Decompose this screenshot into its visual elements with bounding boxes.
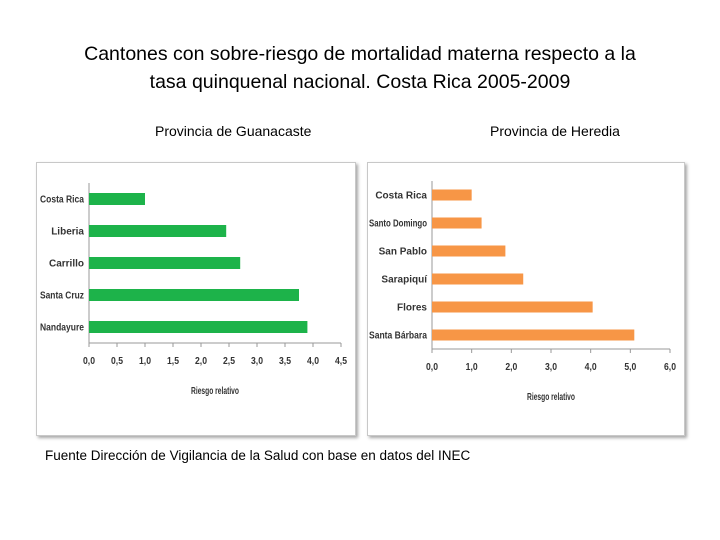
- guanacaste-chart-title: Provincia de Guanacaste: [155, 123, 312, 139]
- guanacaste-x-tick-label: 0,0: [83, 356, 95, 367]
- heredia-chart: Costa Rica Santo Domingo San Pablo Sarapiqu…: [369, 181, 676, 403]
- heredia-bar-santa-barbara: [432, 329, 635, 341]
- guanacaste-category-label-costa-rica: Costa Rica: [40, 195, 84, 206]
- guanacaste-x-tick-label: 2,5: [223, 356, 235, 367]
- heredia-x-axis-label: Riesgo relativo: [527, 392, 575, 403]
- heredia-category-label-san-pablo: San Pablo: [379, 247, 427, 258]
- heredia-x-tick-label: 5,0: [624, 362, 636, 373]
- title-line-2: tasa quinquenal nacional. Costa Rica 200…: [149, 71, 571, 93]
- guanacaste-bar-liberia: [89, 225, 227, 237]
- heredia-bar-santo-domingo: [432, 217, 482, 229]
- guanacaste-category-label-santa-cruz: Santa Cruz: [40, 291, 84, 302]
- guanacaste-bar-nandayure: [89, 321, 308, 333]
- heredia-x-tick-label: 3,0: [545, 362, 557, 373]
- guanacaste-x-tick-label: 1,0: [139, 356, 151, 367]
- heredia-x-tick-label: 6,0: [664, 362, 676, 373]
- guanacaste-bar-costa-rica: [89, 193, 145, 205]
- guanacaste-category-label-liberia: Liberia: [51, 227, 84, 238]
- heredia-x-tick-label: 1,0: [466, 362, 478, 373]
- heredia-chart-title: Provincia de Heredia: [490, 123, 620, 139]
- heredia-category-label-costa-rica: Costa Rica: [375, 191, 427, 202]
- guanacaste-chart-panel: Costa Rica Liberia Carrillo Santa Cruz Nanda…: [36, 162, 356, 436]
- heredia-bar-sarapiqui: [432, 273, 524, 285]
- heredia-category-label-sarapiqui: Sarapiquí: [381, 275, 428, 286]
- guanacaste-x-tick-label: 4,0: [307, 356, 319, 367]
- heredia-x-tick-label: 2,0: [505, 362, 517, 373]
- guanacaste-x-tick-label: 2,0: [195, 356, 207, 367]
- guanacaste-x-tick-label: 0,5: [111, 356, 123, 367]
- guanacaste-x-tick-label: 3,0: [251, 356, 263, 367]
- heredia-chart-panel: Costa Rica Santo Domingo San Pablo Sarapiqu…: [367, 162, 685, 436]
- guanacaste-bar-carrillo: [89, 257, 241, 269]
- heredia-bar-san-pablo: [432, 245, 506, 257]
- guanacaste-x-tick-label: 4,5: [335, 356, 347, 367]
- page-title: Cantones con sobre-riesgo de mortalidad …: [20, 40, 700, 96]
- guanacaste-x-axis-label: Riesgo relativo: [191, 386, 239, 397]
- guanacaste-chart: Costa Rica Liberia Carrillo Santa Cruz Nanda…: [40, 183, 347, 397]
- guanacaste-category-label-nandayure: Nandayure: [40, 323, 84, 334]
- heredia-category-label-santa-barbara: Santa Bárbara: [369, 331, 427, 342]
- source-note: Fuente Dirección de Vigilancia de la Sal…: [45, 448, 471, 463]
- title-line-1: Cantones con sobre-riesgo de mortalidad …: [84, 43, 636, 65]
- guanacaste-bar-santa-cruz: [89, 289, 299, 301]
- heredia-x-tick-label: 0,0: [426, 362, 438, 373]
- heredia-bar-costa-rica: [432, 189, 472, 201]
- heredia-category-label-flores: Flores: [397, 303, 427, 314]
- guanacaste-category-label-carrillo: Carrillo: [49, 259, 84, 270]
- heredia-bar-flores: [432, 301, 593, 313]
- heredia-category-label-santo-domingo: Santo Domingo: [369, 219, 427, 230]
- heredia-x-tick-label: 4,0: [585, 362, 597, 373]
- guanacaste-x-tick-label: 3,5: [279, 356, 291, 367]
- guanacaste-x-tick-label: 1,5: [167, 356, 179, 367]
